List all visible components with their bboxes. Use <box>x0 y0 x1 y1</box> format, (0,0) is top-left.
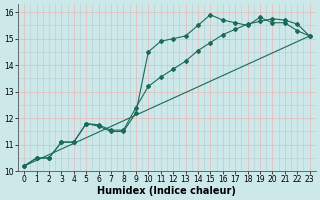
X-axis label: Humidex (Indice chaleur): Humidex (Indice chaleur) <box>98 186 236 196</box>
